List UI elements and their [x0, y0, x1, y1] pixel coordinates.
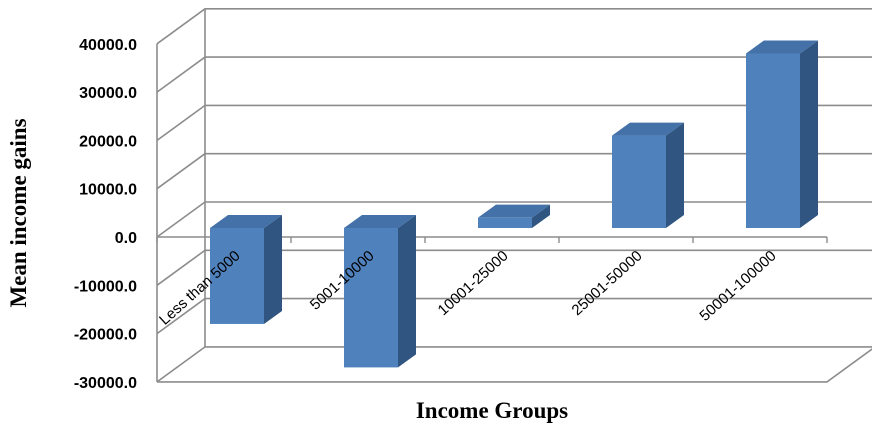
bar-front: [746, 53, 800, 229]
bar-front: [344, 228, 398, 368]
bar-top: [612, 122, 684, 136]
x-tick-label: 25001-50000: [569, 247, 646, 319]
x-tick-label: 50001-100000: [696, 247, 779, 324]
floor-edge: [157, 348, 872, 383]
bar: [210, 215, 282, 324]
bar-side: [666, 122, 684, 228]
bar: [746, 40, 818, 229]
gridline: [156, 8, 872, 45]
x-tick-label: 10001-25000: [435, 247, 512, 319]
bar-top: [344, 215, 416, 228]
y-tick-label: 10000.0: [79, 182, 137, 199]
bar-front: [478, 217, 532, 228]
y-axis-title: Mean income gains: [6, 118, 31, 307]
bar: [612, 122, 684, 228]
bars: [210, 40, 818, 368]
y-tick-label: -10000.0: [74, 278, 137, 295]
bar-side: [532, 204, 550, 228]
x-axis-title: Income Groups: [416, 398, 568, 423]
y-tick-label: 30000.0: [79, 85, 137, 102]
bar-top: [210, 215, 282, 228]
y-tick-label: 0.0: [115, 230, 137, 247]
y-tick-label: -30000.0: [74, 375, 137, 392]
bar-side: [800, 40, 818, 229]
y-tick-label: 20000.0: [79, 133, 137, 150]
bar-top: [478, 204, 550, 218]
gridline: [156, 346, 872, 383]
bar-front: [210, 228, 264, 324]
bar: [478, 204, 550, 228]
y-tick-label: -20000.0: [74, 327, 137, 344]
bar-top: [746, 40, 818, 54]
bar-side: [264, 215, 282, 324]
bar-side: [398, 215, 416, 368]
bar: [344, 215, 416, 368]
y-tick-label: 40000.0: [79, 37, 137, 54]
bar-front: [612, 135, 666, 228]
